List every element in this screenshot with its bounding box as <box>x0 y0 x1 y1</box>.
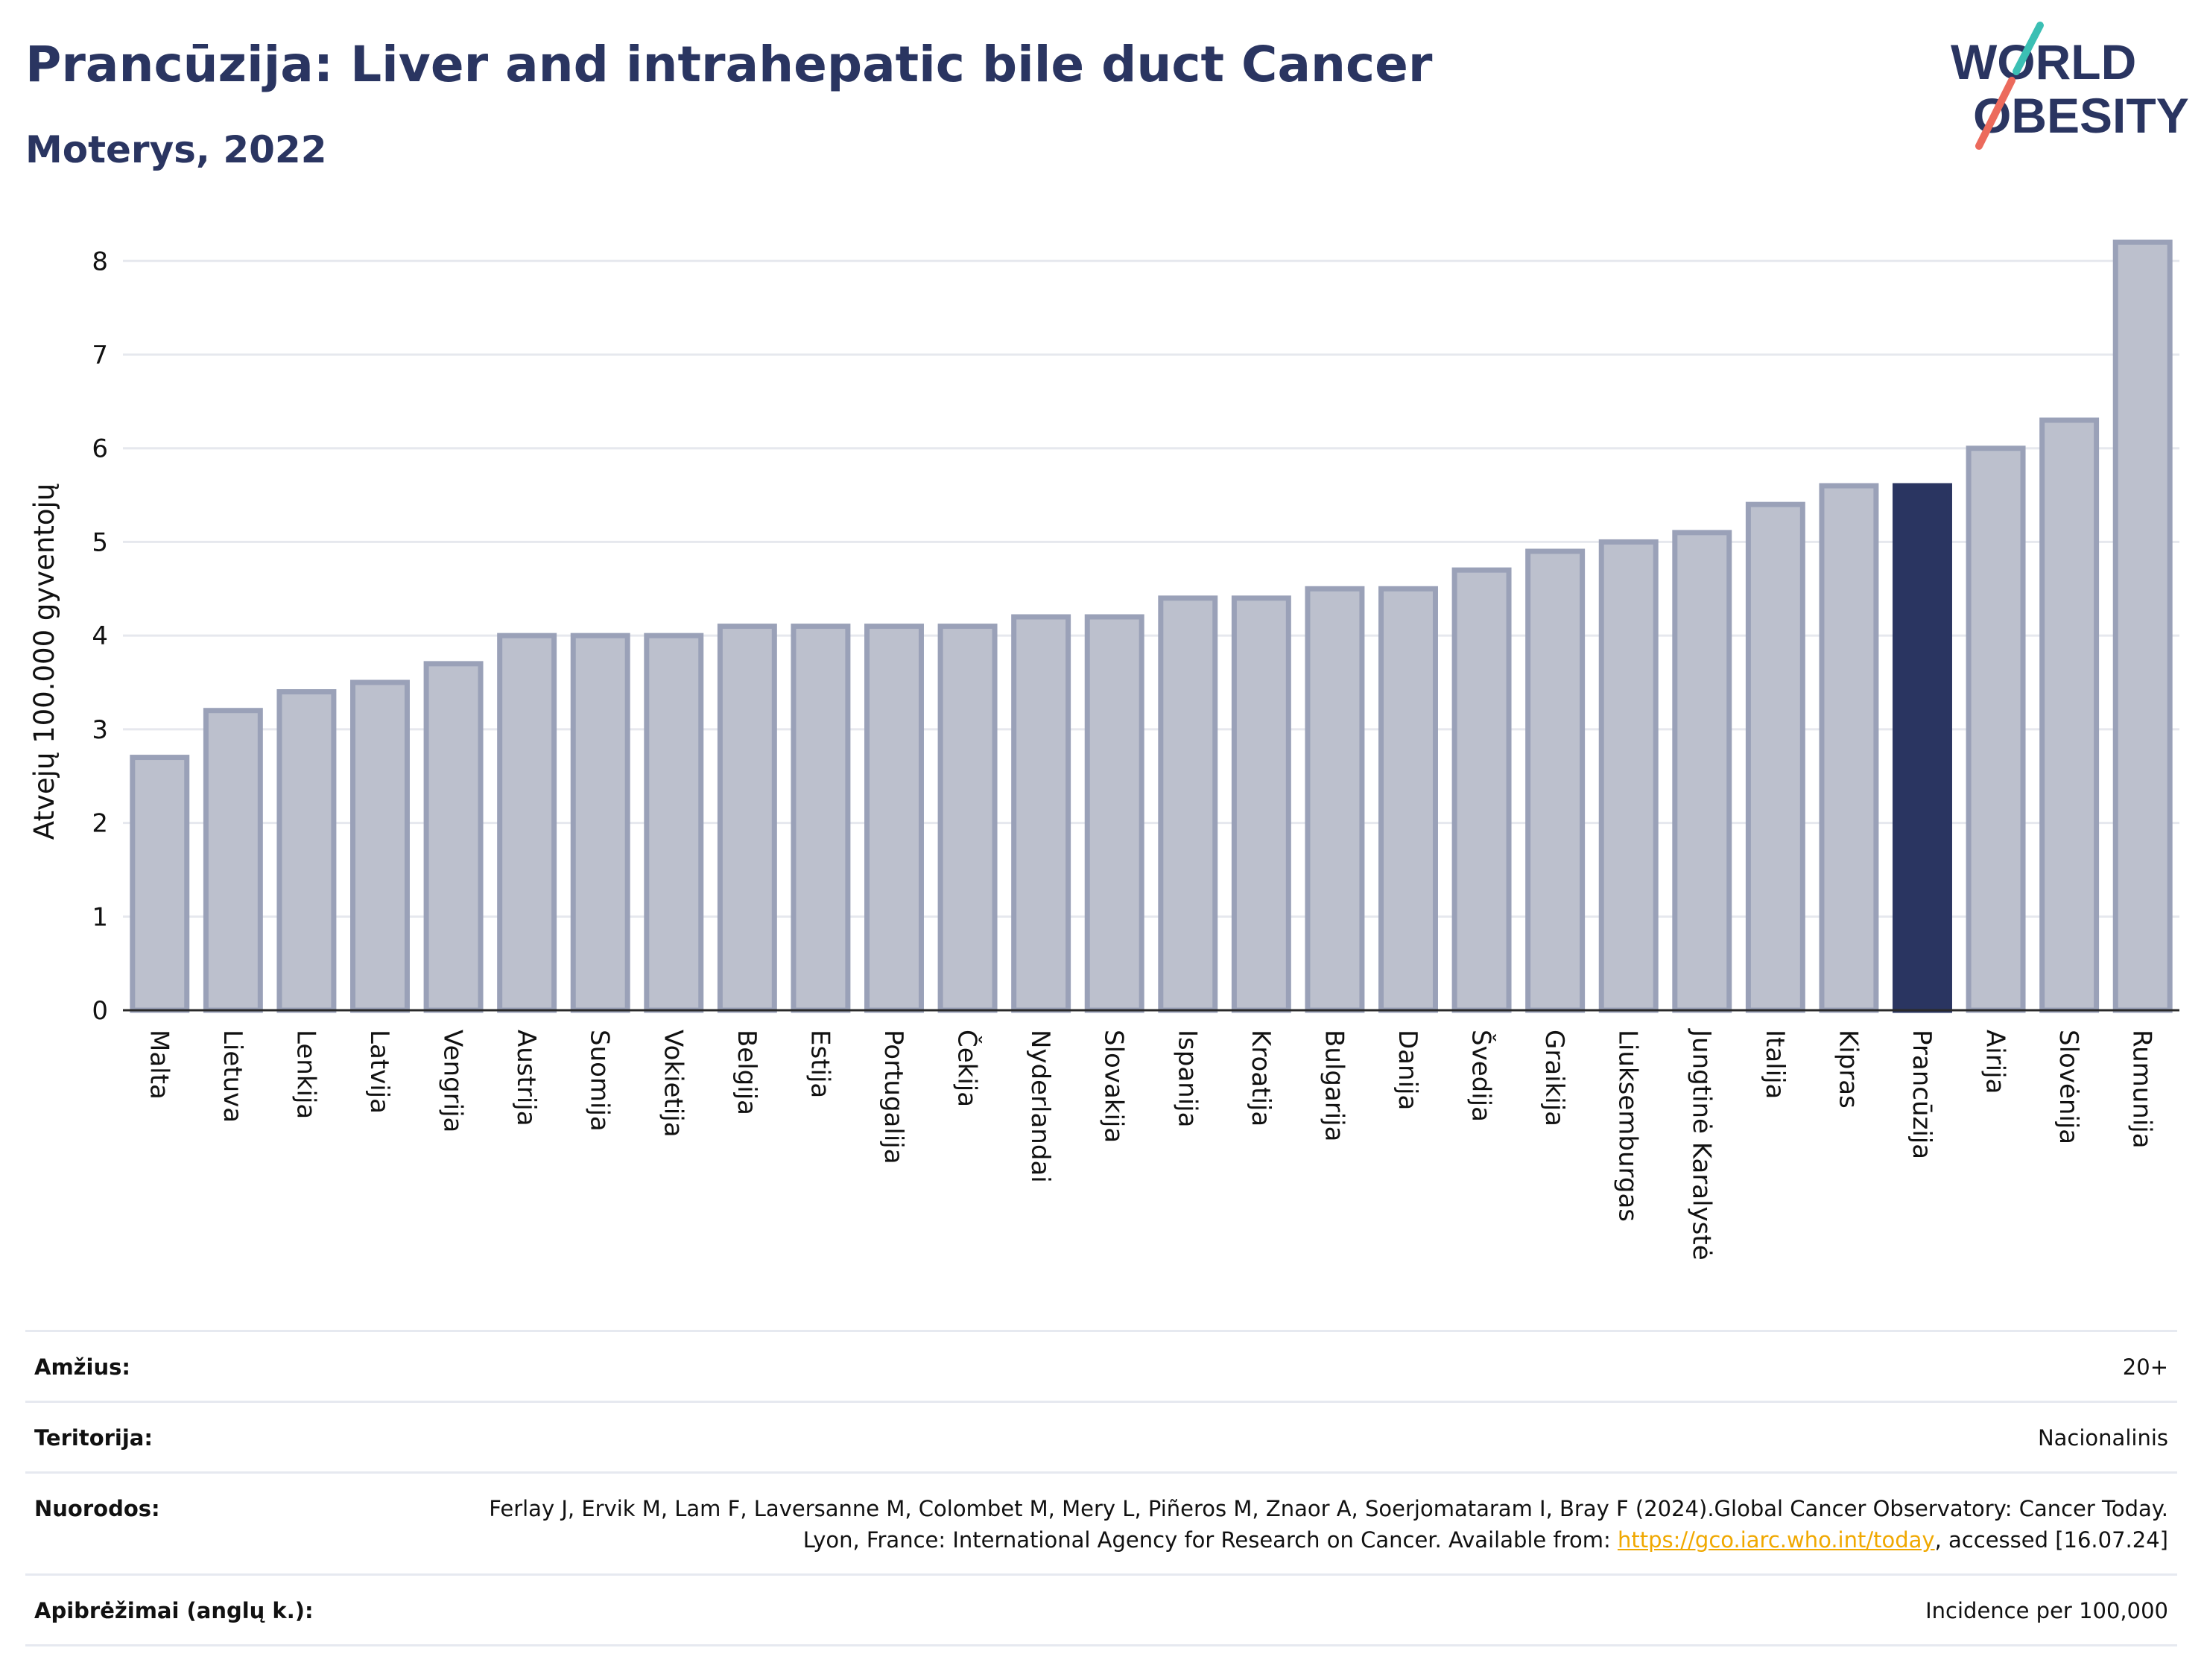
bar <box>2112 239 2173 1013</box>
bar <box>1819 483 1879 1013</box>
x-tick-label: Lenkija <box>291 1030 320 1119</box>
bar <box>791 624 851 1013</box>
bar <box>350 679 410 1013</box>
references-text: Ferlay J, Ervik M, Lam F, Laversanne M, … <box>489 1496 2168 1553</box>
territory-label: Teritorija: <box>34 1425 153 1451</box>
bar <box>644 633 704 1013</box>
x-tick-label: Lietuva <box>218 1030 247 1123</box>
bar <box>570 633 630 1013</box>
references-value: Ferlay J, Ervik M, Lam F, Laversanne M, … <box>469 1493 2168 1556</box>
bar <box>1231 595 1291 1013</box>
y-tick-label: 0 <box>92 996 108 1026</box>
bar <box>1158 595 1218 1013</box>
info-row-references: Nuorodos: Ferlay J, Ervik M, Lam F, Lave… <box>25 1471 2177 1573</box>
x-tick-label: Airija <box>1980 1030 2010 1094</box>
x-tick-label: Danija <box>1393 1030 1422 1110</box>
x-tick-label: Kroatija <box>1246 1030 1276 1126</box>
territory-value: Nacionalinis <box>2037 1425 2168 1451</box>
x-tick-label: Nyderlandai <box>1025 1030 1055 1183</box>
bar <box>497 633 557 1013</box>
bar <box>1966 446 2026 1013</box>
x-tick-label: Belgija <box>732 1030 761 1115</box>
y-tick-label: 7 <box>92 340 108 370</box>
bar <box>1598 539 1659 1013</box>
x-tick-label: Rumunija <box>2127 1030 2157 1149</box>
y-tick-labels: 0 1 2 3 4 5 6 7 8 <box>92 247 108 1026</box>
x-tick-label: Kipras <box>1833 1030 1863 1109</box>
y-tick-label: 4 <box>92 621 108 651</box>
x-tick-label: Estija <box>805 1030 835 1098</box>
bar <box>423 661 484 1013</box>
x-tick-label: Vengrija <box>438 1030 468 1132</box>
bar <box>937 624 998 1013</box>
info-row-definitions: Apibrėžimai (anglų k.): Incidence per 10… <box>25 1573 2177 1646</box>
x-tick-label: Suomija <box>585 1030 615 1132</box>
y-tick-label: 6 <box>92 434 108 464</box>
bar <box>1451 567 1512 1013</box>
age-value: 20+ <box>2122 1354 2168 1380</box>
definitions-value: Incidence per 100,000 <box>1925 1598 2168 1623</box>
bar <box>2039 417 2100 1013</box>
x-tick-label: Liuksemburgas <box>1613 1030 1643 1222</box>
x-tick-label: Latvija <box>364 1030 394 1114</box>
chart-subtitle: Moterys, 2022 <box>25 128 327 171</box>
x-tick-label: Švedija <box>1466 1030 1497 1122</box>
source-link[interactable]: https://gco.iarc.who.int/today <box>1617 1527 1935 1553</box>
bar-highlighted <box>1893 483 1952 1013</box>
references-label: Nuorodos: <box>34 1496 160 1521</box>
age-label: Amžius: <box>34 1354 130 1380</box>
logo-line-2: OBESITY <box>1973 88 2189 143</box>
logo-coral-stroke <box>1975 77 2015 150</box>
bar <box>864 624 924 1013</box>
bar <box>1378 586 1438 1013</box>
bar <box>1525 548 1586 1013</box>
x-tick-label: Slovakija <box>1099 1030 1129 1143</box>
x-tick-label: Malta <box>144 1030 174 1100</box>
x-tick-label: Vokietija <box>658 1030 688 1138</box>
x-tick-label: Prancūzija <box>1907 1030 1937 1159</box>
chart-title: Prancūzija: Liver and intrahepatic bile … <box>25 36 1433 93</box>
x-tick-label: Ispanija <box>1172 1030 1202 1127</box>
x-tick-label: Austrija <box>511 1030 541 1126</box>
bar <box>1745 501 1805 1013</box>
world-obesity-logo: WORLD OBESITY <box>1951 22 2189 150</box>
logo-teal-stroke <box>2013 22 2044 75</box>
bar <box>1084 614 1144 1013</box>
x-tick-label: Portugalija <box>878 1030 908 1164</box>
bar <box>1305 586 1365 1013</box>
bar <box>203 708 263 1013</box>
bar <box>717 624 777 1013</box>
bar <box>1011 614 1071 1013</box>
y-tick-label: 5 <box>92 527 108 557</box>
bar <box>276 689 337 1013</box>
bar-chart: 0 1 2 3 4 5 6 7 8 Malta Lietuva Lenkija Latvija Veng… <box>28 239 2179 1261</box>
x-tick-label: Italija <box>1760 1030 1790 1099</box>
y-tick-label: 2 <box>92 809 108 839</box>
x-tick-label: Slovėnija <box>2053 1030 2083 1144</box>
y-axis-label: Atvejų 100.000 gyventojų <box>28 484 60 840</box>
x-tick-label: Jungtinė Karalystė <box>1686 1028 1716 1261</box>
y-tick-label: 1 <box>92 902 108 932</box>
logo-line-1: WORLD <box>1951 34 2136 89</box>
x-tick-labels: Malta Lietuva Lenkija Latvija Vengrija Austri… <box>144 1028 2156 1261</box>
bar <box>1672 530 1732 1013</box>
x-tick-label: Bulgarija <box>1319 1030 1349 1141</box>
bars <box>130 239 2173 1013</box>
info-table: Amžius: 20+ Teritorija: Nacionalinis Nuo… <box>25 1330 2177 1646</box>
info-row-territory: Teritorija: Nacionalinis <box>25 1401 2177 1471</box>
y-tick-label: 3 <box>92 715 108 745</box>
references-accessed: , accessed [16.07.24] <box>1934 1527 2168 1553</box>
x-tick-label: Graikija <box>1539 1030 1569 1126</box>
y-tick-label: 8 <box>92 247 108 276</box>
definitions-label: Apibrėžimai (anglų k.): <box>34 1598 314 1623</box>
x-tick-label: Čekija <box>952 1030 983 1107</box>
bar <box>130 755 190 1013</box>
info-row-age: Amžius: 20+ <box>25 1330 2177 1401</box>
